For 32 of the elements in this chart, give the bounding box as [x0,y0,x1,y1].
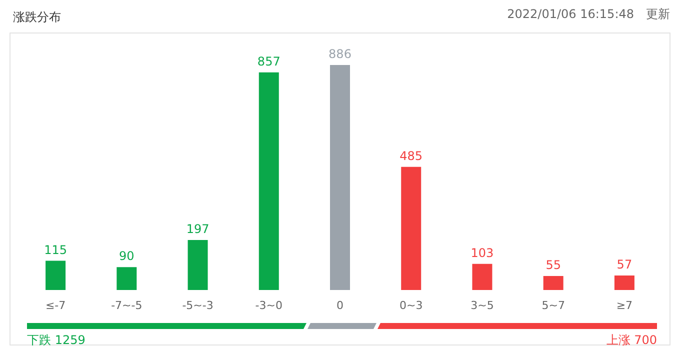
bar [188,240,208,290]
data-label: 857 [257,54,280,68]
text: 上涨 700 [606,333,657,347]
text: 更新 [646,7,670,21]
bar [46,260,66,290]
data-label: 57 [616,258,632,272]
x-tick-label: 0~3 [400,299,423,312]
data-label: 55 [546,258,561,272]
bar [401,166,422,290]
data-label: 115 [44,242,68,257]
chart-title: 涨跌分布 [13,10,61,24]
data-label: 103 [470,246,494,260]
bar [614,276,634,290]
bar [258,72,279,290]
text: 下跌 1259 [27,333,86,347]
x-tick-label: -3~0 [255,299,282,312]
x-tick-label: ≥7 [616,299,633,312]
x-tick-label: ≤-7 [45,299,66,312]
bar [543,276,564,290]
data-label: 886 [328,47,352,61]
bar [116,267,137,290]
text: 2022/01/06 16:15:48 [507,7,634,21]
bar [330,65,350,290]
bar [472,264,492,290]
x-tick-label: 3~5 [470,299,494,312]
x-tick-label: 5~7 [542,299,565,312]
x-tick-label: -5~-3 [182,299,214,312]
data-label: 197 [186,222,210,236]
data-label: 485 [400,148,423,163]
x-tick-label: 0 [336,299,344,312]
x-tick-label: -7~-5 [111,299,142,312]
data-label: 90 [119,249,134,264]
